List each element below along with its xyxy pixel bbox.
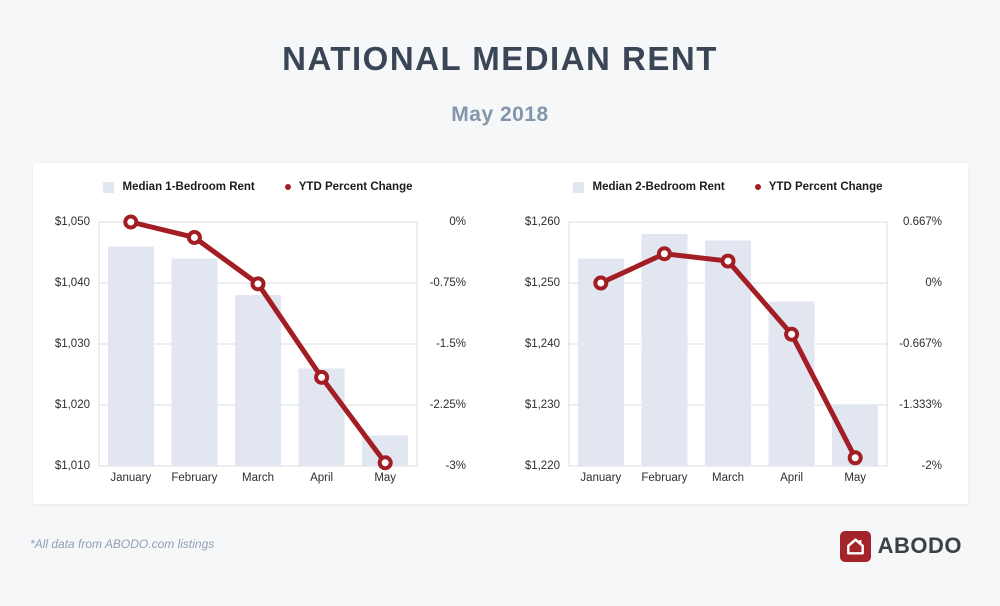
right-axis-label: 0.667% [902, 216, 942, 228]
x-axis-label-april: April [310, 472, 334, 484]
bar-january [107, 246, 154, 466]
left-axis-label: $1,020 [54, 399, 90, 411]
bar-swatch-icon [573, 181, 585, 193]
abodo-logo: ABODO [839, 530, 962, 562]
right-axis-label: 0% [449, 216, 466, 228]
line-marker-april [784, 326, 800, 342]
x-axis-label-may: May [374, 472, 397, 484]
legend-item-line: YTD Percent Change [754, 181, 883, 193]
right-axis-label: -0.75% [429, 277, 466, 289]
legend: Median 2-Bedroom Rent YTD Percent Change [569, 180, 887, 194]
line-marker-march [250, 276, 266, 292]
right-axis-label: -1.5% [435, 338, 466, 350]
left-axis-label: $1,240 [524, 338, 560, 350]
line-marker-may [377, 455, 393, 471]
legend-item-bar: Median 2-Bedroom Rent [573, 181, 725, 193]
right-axis-label: -0.667% [899, 338, 942, 350]
right-axis-label: -1.333% [899, 399, 942, 411]
footnote: *All data from ABODO.com listings [30, 537, 215, 551]
x-axis-label-march: March [712, 472, 744, 484]
x-axis-label-february: February [171, 472, 218, 484]
x-axis-label-march: March [242, 472, 274, 484]
x-axis-label-january: January [580, 472, 622, 484]
left-axis-label: $1,050 [54, 216, 90, 228]
right-axis-label: -2% [921, 460, 942, 472]
x-axis-label-january: January [110, 472, 152, 484]
page-title: NATIONAL MEDIAN RENT [282, 40, 718, 77]
line-marker-may [847, 450, 863, 466]
line-marker-january [593, 275, 609, 291]
right-axis-label: 0% [925, 277, 942, 289]
line-marker-april [314, 369, 330, 385]
chart-median-2br-rent: Median 2-Bedroom Rent YTD Percent Change… [501, 163, 968, 504]
bar-february [641, 234, 688, 466]
left-axis-label: $1,220 [524, 460, 560, 472]
bar-march [235, 295, 281, 466]
legend-item-bar: Median 1-Bedroom Rent [103, 181, 255, 193]
legend-label-line: YTD Percent Change [768, 181, 883, 193]
x-axis-label-may: May [844, 472, 867, 484]
left-axis-label: $1,250 [524, 277, 560, 289]
bar-swatch-icon [103, 181, 115, 193]
left-axis-label: $1,010 [54, 460, 90, 472]
line-marker-icon [284, 184, 291, 190]
x-axis-label-april: April [780, 472, 804, 484]
legend-label-line: YTD Percent Change [298, 181, 413, 193]
bar-january [577, 258, 624, 466]
x-axis-label-february: February [641, 472, 688, 484]
bar-february [171, 258, 218, 466]
bar-march [705, 240, 751, 466]
legend-label-bar: Median 2-Bedroom Rent [592, 181, 725, 193]
line-marker-icon [754, 184, 761, 190]
left-axis-label: $1,030 [54, 338, 90, 350]
page-subtitle: May 2018 [451, 103, 549, 126]
bar-april [768, 301, 815, 466]
plot-area [98, 214, 418, 471]
left-axis-label: $1,040 [54, 277, 90, 289]
right-axis-label: -3% [445, 460, 466, 472]
legend-item-line: YTD Percent Change [284, 181, 413, 193]
charts-card: Median 1-Bedroom Rent YTD Percent Change… [33, 163, 968, 504]
legend-label-bar: Median 1-Bedroom Rent [122, 181, 255, 193]
line-marker-february [186, 229, 202, 245]
line-marker-march [720, 253, 736, 269]
left-axis-label: $1,230 [524, 399, 560, 411]
left-axis-label: $1,260 [524, 216, 560, 228]
right-axis-label: -2.25% [429, 399, 466, 411]
abodo-house-icon [839, 530, 871, 562]
abodo-logo-text: ABODO [877, 533, 962, 558]
plot-area [568, 221, 888, 467]
legend: Median 1-Bedroom Rent YTD Percent Change [99, 180, 417, 194]
line-marker-february [656, 246, 672, 262]
line-marker-january [123, 214, 139, 230]
chart-median-1br-rent: Median 1-Bedroom Rent YTD Percent Change… [33, 163, 500, 504]
